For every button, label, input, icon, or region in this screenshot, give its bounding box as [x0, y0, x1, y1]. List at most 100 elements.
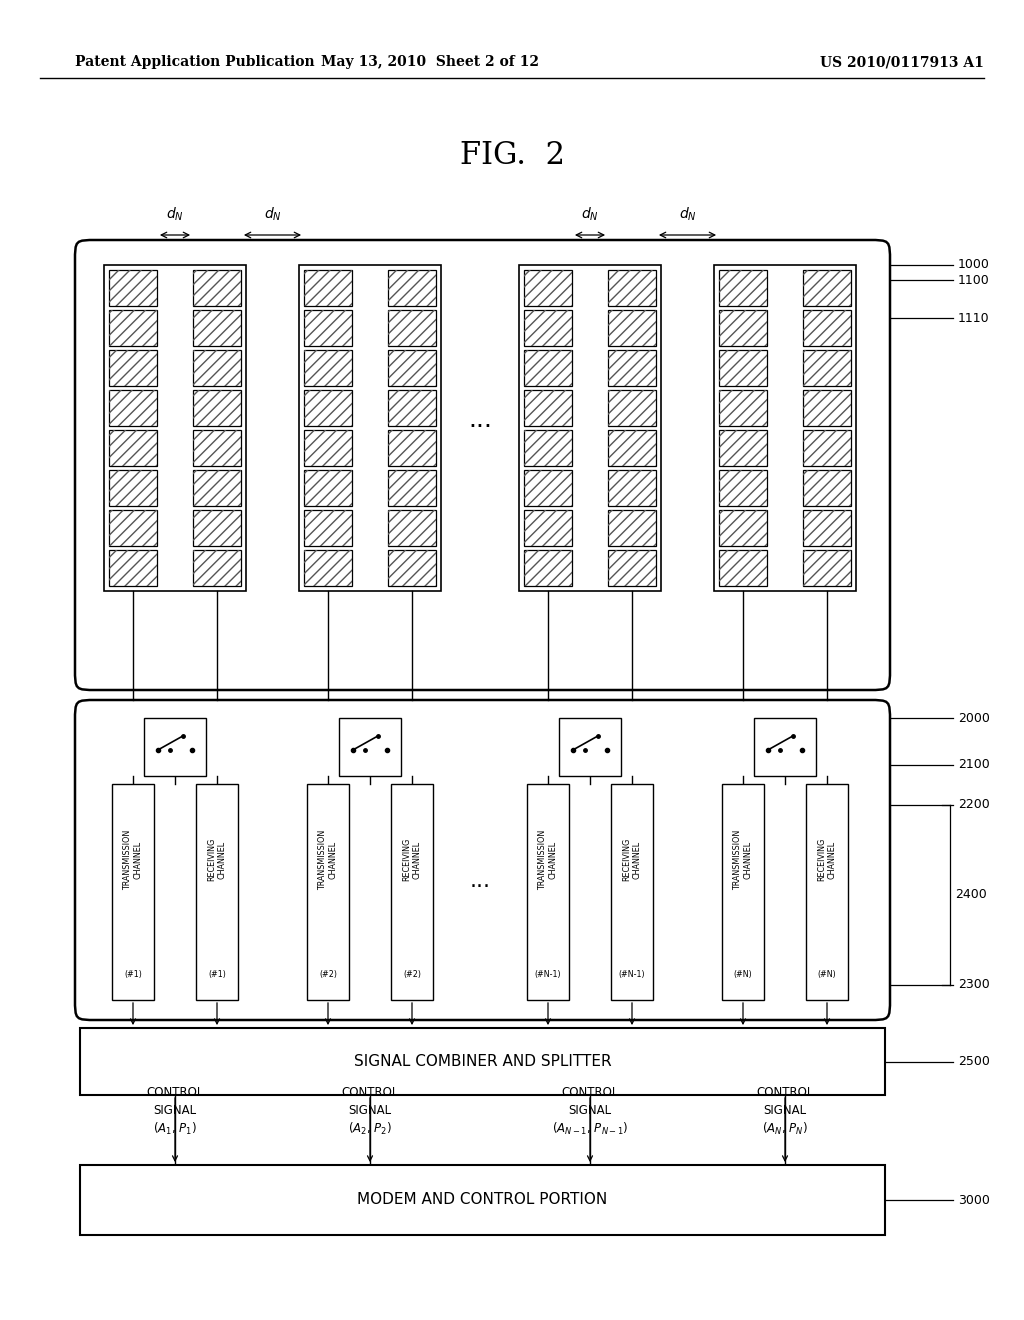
- Bar: [803, 430, 851, 466]
- Bar: [307, 784, 349, 1001]
- Bar: [559, 718, 621, 776]
- Bar: [608, 389, 656, 426]
- Text: (#2): (#2): [403, 970, 421, 978]
- Bar: [109, 389, 157, 426]
- Bar: [304, 389, 352, 426]
- Bar: [719, 510, 767, 546]
- Bar: [304, 550, 352, 586]
- Bar: [527, 784, 569, 1001]
- Bar: [608, 271, 656, 306]
- Bar: [719, 430, 767, 466]
- Bar: [391, 784, 433, 1001]
- Bar: [719, 550, 767, 586]
- Bar: [608, 389, 656, 426]
- Bar: [524, 271, 572, 306]
- Bar: [304, 350, 352, 385]
- Text: CONTROL: CONTROL: [561, 1086, 618, 1100]
- Text: SIGNAL: SIGNAL: [764, 1104, 807, 1117]
- Bar: [304, 510, 352, 546]
- Text: SIGNAL: SIGNAL: [568, 1104, 611, 1117]
- Bar: [803, 510, 851, 546]
- Bar: [608, 550, 656, 586]
- Bar: [719, 430, 767, 466]
- Bar: [193, 470, 241, 506]
- Text: ...: ...: [469, 871, 490, 891]
- Bar: [144, 718, 206, 776]
- Bar: [388, 310, 436, 346]
- Bar: [388, 350, 436, 385]
- Text: CONTROL: CONTROL: [341, 1086, 398, 1100]
- Text: ($A_N$, $P_N$): ($A_N$, $P_N$): [762, 1121, 808, 1137]
- Bar: [193, 271, 241, 306]
- Text: TRANSMISSION
CHANNEL: TRANSMISSION CHANNEL: [539, 829, 558, 890]
- Bar: [109, 430, 157, 466]
- Bar: [524, 350, 572, 385]
- Text: Patent Application Publication: Patent Application Publication: [75, 55, 314, 69]
- Bar: [608, 350, 656, 385]
- Bar: [803, 470, 851, 506]
- Text: (#1): (#1): [208, 970, 226, 978]
- Bar: [719, 470, 767, 506]
- Bar: [109, 350, 157, 385]
- PathPatch shape: [75, 240, 890, 690]
- Bar: [719, 389, 767, 426]
- Bar: [193, 350, 241, 385]
- Bar: [304, 550, 352, 586]
- Text: FIG.  2: FIG. 2: [460, 140, 564, 170]
- Bar: [304, 271, 352, 306]
- Bar: [388, 389, 436, 426]
- Bar: [388, 389, 436, 426]
- Bar: [608, 310, 656, 346]
- Bar: [109, 470, 157, 506]
- Text: TRANSMISSION
CHANNEL: TRANSMISSION CHANNEL: [318, 829, 338, 890]
- Text: (#N): (#N): [733, 970, 753, 978]
- Bar: [608, 310, 656, 346]
- Bar: [388, 470, 436, 506]
- Bar: [608, 470, 656, 506]
- Text: $d_N$: $d_N$: [581, 206, 599, 223]
- Bar: [104, 265, 246, 591]
- Bar: [388, 271, 436, 306]
- Text: 2100: 2100: [958, 759, 990, 771]
- Text: 2000: 2000: [958, 711, 990, 725]
- Bar: [193, 510, 241, 546]
- Bar: [109, 550, 157, 586]
- Bar: [388, 430, 436, 466]
- Bar: [803, 310, 851, 346]
- Bar: [388, 430, 436, 466]
- Bar: [109, 470, 157, 506]
- Text: 2300: 2300: [958, 978, 990, 991]
- Bar: [524, 430, 572, 466]
- Bar: [719, 510, 767, 546]
- Bar: [193, 430, 241, 466]
- Bar: [524, 470, 572, 506]
- Bar: [109, 389, 157, 426]
- Bar: [304, 430, 352, 466]
- Bar: [299, 265, 441, 591]
- Bar: [719, 350, 767, 385]
- Bar: [304, 350, 352, 385]
- Bar: [304, 310, 352, 346]
- Text: 1000: 1000: [958, 259, 990, 272]
- Bar: [803, 389, 851, 426]
- Text: US 2010/0117913 A1: US 2010/0117913 A1: [820, 55, 984, 69]
- Text: SIGNAL: SIGNAL: [348, 1104, 391, 1117]
- Bar: [803, 510, 851, 546]
- Text: $d_N$: $d_N$: [166, 206, 184, 223]
- Bar: [339, 718, 401, 776]
- Text: $d_N$: $d_N$: [263, 206, 282, 223]
- Text: 1110: 1110: [958, 312, 989, 325]
- Bar: [388, 510, 436, 546]
- Bar: [109, 271, 157, 306]
- Bar: [803, 550, 851, 586]
- Bar: [803, 350, 851, 385]
- Bar: [388, 470, 436, 506]
- Bar: [608, 470, 656, 506]
- Bar: [719, 389, 767, 426]
- Bar: [754, 718, 816, 776]
- Bar: [524, 510, 572, 546]
- Text: 1100: 1100: [958, 273, 990, 286]
- Bar: [719, 550, 767, 586]
- Bar: [719, 271, 767, 306]
- Text: 3000: 3000: [958, 1193, 990, 1206]
